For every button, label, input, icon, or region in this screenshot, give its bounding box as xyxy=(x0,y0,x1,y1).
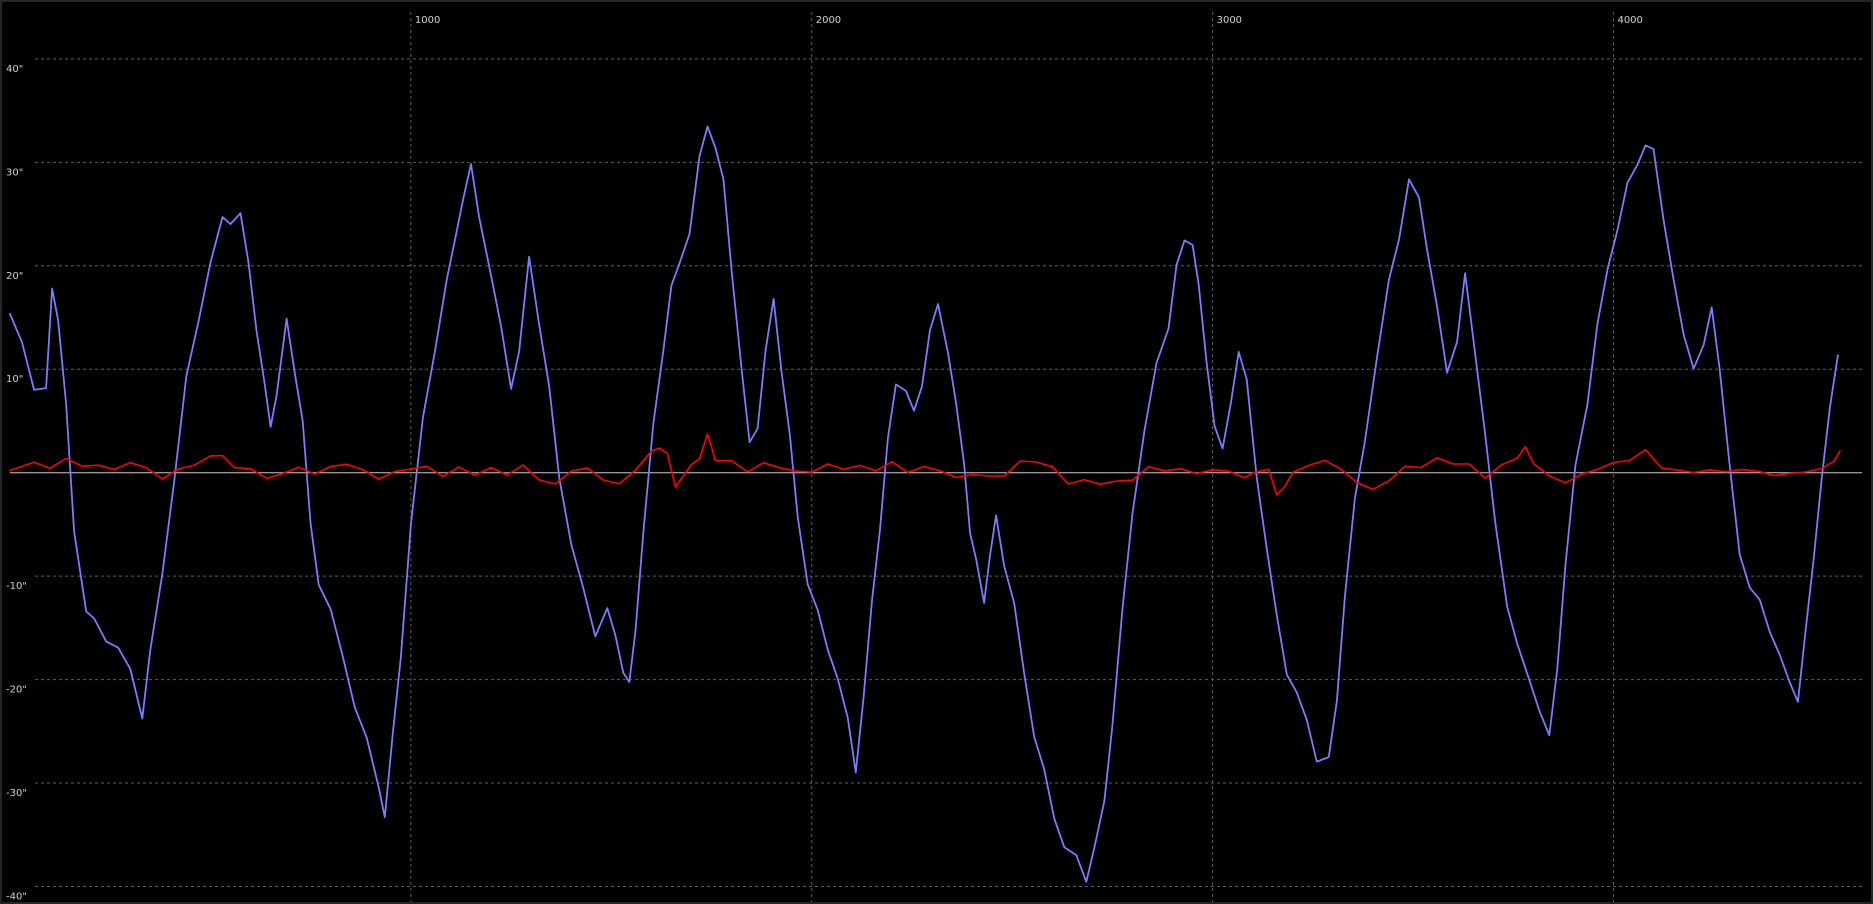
y-tick-label--20: -20" xyxy=(6,685,27,696)
x-tick-label-3000: 3000 xyxy=(1217,15,1242,26)
y-tick-label-10: 10" xyxy=(6,374,23,385)
y-tick-label--30: -30" xyxy=(6,788,27,799)
series-layer xyxy=(9,125,1841,883)
x-tick-label-1000: 1000 xyxy=(415,15,440,26)
y-tick-label-40: 40" xyxy=(6,64,23,75)
tick-layer: 1000 2000 3000 4000 40" 30" 20" 10" -10" -20" -30"… xyxy=(6,15,1643,902)
y-tick-label-20: 20" xyxy=(6,271,23,282)
y-tick-label--10: -10" xyxy=(6,581,27,592)
series-line-2 xyxy=(9,433,1841,496)
y-tick-label-30: 30" xyxy=(6,167,23,178)
x-tick-label-4000: 4000 xyxy=(1617,15,1642,26)
grid-layer xyxy=(35,12,1862,902)
x-tick-label-2000: 2000 xyxy=(816,15,841,26)
y-tick-label--40: -40" xyxy=(6,891,27,902)
series-line-1 xyxy=(9,125,1839,883)
